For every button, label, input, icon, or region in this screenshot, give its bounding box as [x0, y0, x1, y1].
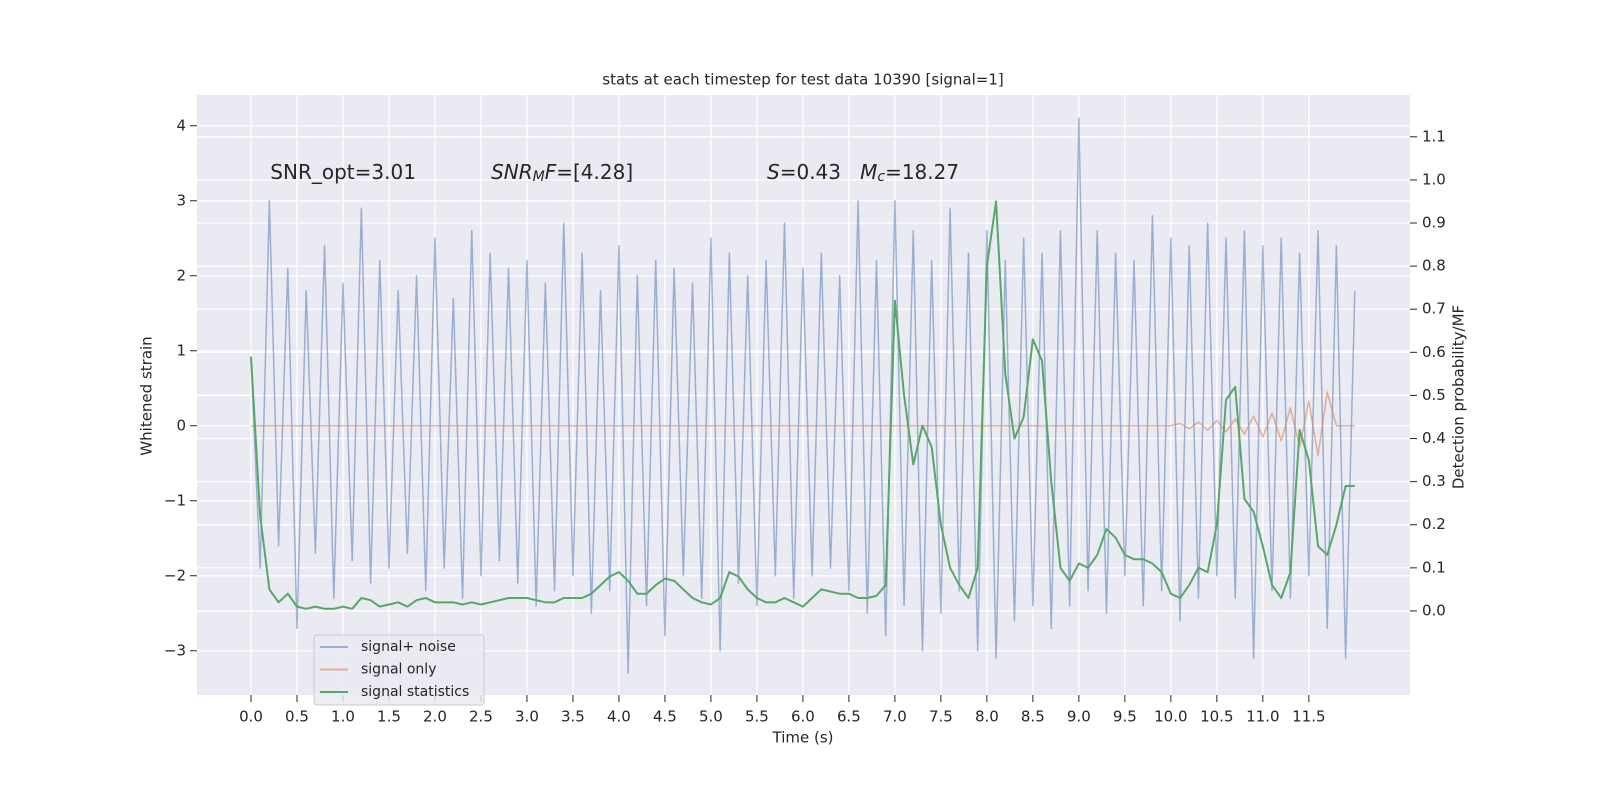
x-tick-label: 1.0 — [331, 708, 355, 726]
y2-tick-label: 0.1 — [1422, 558, 1446, 576]
y-tick-label: 4 — [176, 116, 186, 134]
x-tick-label: 9.5 — [1113, 708, 1137, 726]
x-tick-label: 6.5 — [837, 708, 861, 726]
y2-tick-label: 0.4 — [1422, 429, 1446, 447]
x-tick-label: 3.0 — [515, 708, 539, 726]
x-tick-label: 8.5 — [1021, 708, 1045, 726]
x-tick-label: 11.5 — [1292, 708, 1325, 726]
annotation-part: M — [533, 169, 545, 185]
y2-tick-label: 0.8 — [1422, 257, 1446, 275]
annotation-part: =[4.28] — [556, 160, 633, 184]
y2-tick-label: 1.1 — [1422, 127, 1446, 145]
legend-label: signal+ noise — [361, 639, 456, 655]
chart-title: stats at each timestep for test data 103… — [602, 71, 1003, 89]
legend-box — [313, 634, 485, 706]
x-tick-label: 1.5 — [377, 708, 401, 726]
annotation-part: S — [767, 160, 780, 184]
x-tick-label: 7.0 — [883, 708, 907, 726]
annotation: SNR_opt=3.01 — [270, 160, 416, 184]
y2-tick-label: 0.5 — [1422, 386, 1446, 404]
x-tick-label: 9.0 — [1067, 708, 1091, 726]
x-tick-label: 10.5 — [1200, 708, 1233, 726]
y2-axis-label: Detection probability/MF — [1450, 305, 1468, 489]
series-line — [250, 117, 1356, 674]
x-tick-label: 0.5 — [285, 708, 309, 726]
x-tick-label: 7.5 — [929, 708, 953, 726]
annotation-part: M — [860, 160, 877, 184]
annotation: S=0.43 Mc=18.27 — [767, 160, 959, 186]
x-tick-label: 5.0 — [699, 708, 723, 726]
x-tick-label: 8.0 — [975, 708, 999, 726]
annotation: SNRMF=[4.28] — [491, 160, 633, 186]
x-tick-label: 5.5 — [745, 708, 769, 726]
y-tick-label: −3 — [164, 641, 186, 659]
legend-label: signal statistics — [361, 684, 469, 700]
y-tick-label: 2 — [176, 266, 186, 284]
y-axis-label: Whitened strain — [138, 336, 156, 455]
x-tick-label: 10.0 — [1154, 708, 1187, 726]
y2-tick-label: 0.2 — [1422, 515, 1446, 533]
x-tick-label: 0.0 — [239, 708, 263, 726]
x-axis-label: Time (s) — [772, 729, 834, 747]
y-tick-label: −2 — [164, 566, 186, 584]
x-tick-label: 2.0 — [423, 708, 447, 726]
y-tick-label: 0 — [176, 416, 186, 434]
y-tick-label: 1 — [176, 341, 186, 359]
series-line — [250, 391, 1355, 457]
annotation-part: =0.43 — [780, 160, 860, 184]
annotation-part: F — [545, 160, 557, 184]
x-tick-label: 4.5 — [653, 708, 677, 726]
annotation-part: c — [877, 169, 885, 185]
y2-tick-label: 0.0 — [1422, 601, 1446, 619]
y2-tick-label: 0.3 — [1422, 472, 1446, 490]
y-tick-label: 3 — [176, 191, 186, 209]
y2-tick-label: 0.6 — [1422, 343, 1446, 361]
x-tick-label: 4.0 — [607, 708, 631, 726]
y2-tick-label: 0.9 — [1422, 214, 1446, 232]
annotation-part: SNR_opt=3.01 — [270, 160, 416, 184]
annotation-part: SNR — [491, 160, 533, 184]
y2-tick-label: 1.0 — [1422, 170, 1446, 188]
x-tick-label: 2.5 — [469, 708, 493, 726]
x-tick-label: 6.0 — [791, 708, 815, 726]
y-tick-label: −1 — [164, 491, 186, 509]
legend-label: signal only — [361, 662, 436, 678]
annotation-part: =18.27 — [885, 160, 959, 184]
series-line — [249, 200, 1355, 610]
x-tick-label: 3.5 — [561, 708, 585, 726]
y2-tick-label: 0.7 — [1422, 300, 1446, 318]
x-tick-label: 11.0 — [1246, 708, 1279, 726]
